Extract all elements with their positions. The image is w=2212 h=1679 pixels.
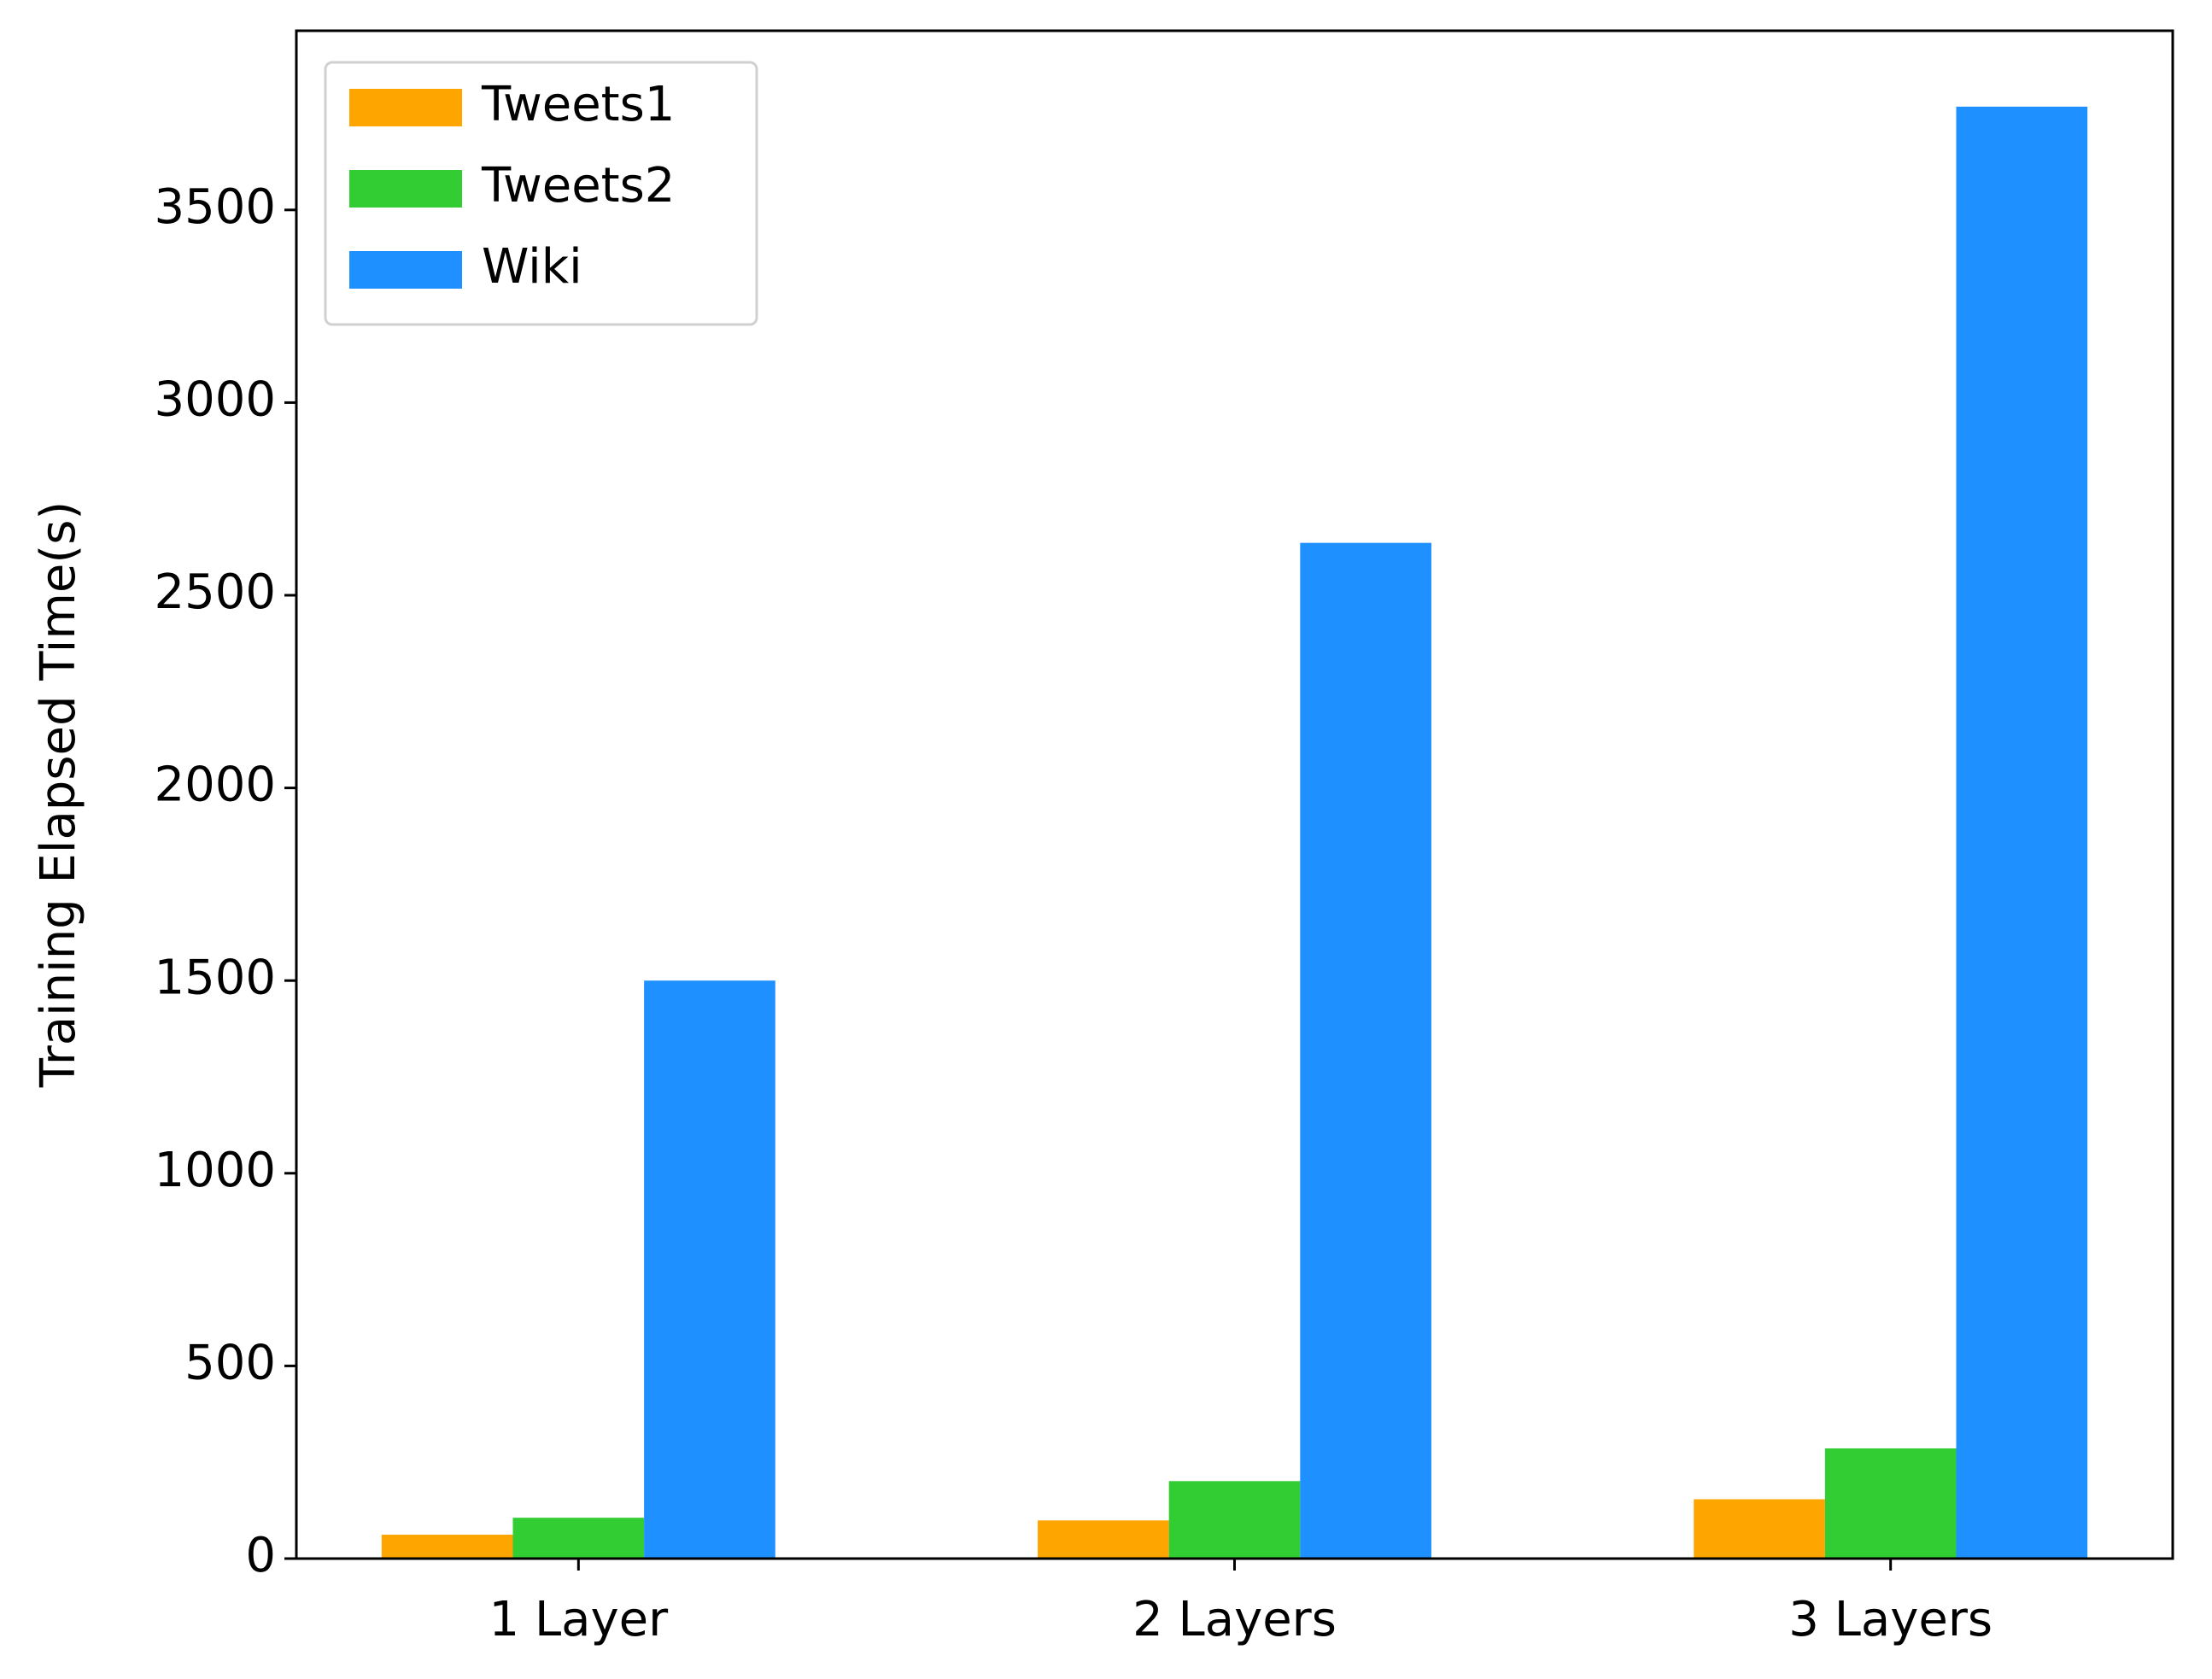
legend-swatch — [349, 170, 462, 208]
legend-label: Tweets1 — [481, 77, 675, 132]
y-tick-label: 0 — [245, 1528, 276, 1583]
bar — [381, 1535, 513, 1559]
legend-swatch — [349, 251, 462, 289]
bar — [1694, 1499, 1825, 1559]
bar — [1300, 542, 1431, 1559]
y-tick-label: 500 — [184, 1336, 276, 1391]
legend-label: Tweets2 — [481, 158, 675, 214]
legend-label: Wiki — [482, 239, 582, 295]
y-tick-label: 1000 — [154, 1143, 276, 1198]
y-tick-label: 2500 — [154, 565, 276, 620]
x-tick-label: 2 Layers — [1132, 1592, 1337, 1647]
bar — [1168, 1481, 1301, 1559]
bar — [1956, 106, 2088, 1559]
legend-swatch — [349, 89, 462, 126]
bar — [512, 1518, 645, 1559]
bar — [1038, 1520, 1169, 1559]
y-tick-label: 3500 — [154, 179, 276, 235]
bar — [644, 980, 775, 1559]
y-tick-label: 1500 — [154, 950, 276, 1005]
axes-frame — [295, 29, 2174, 1560]
y-axis-label: Training Elapsed Time(s) — [31, 501, 86, 1088]
y-tick-label: 3000 — [154, 372, 276, 428]
x-tick-label: 3 Layers — [1788, 1592, 1993, 1647]
bar — [1824, 1448, 1957, 1559]
x-tick-label: 1 Layer — [489, 1592, 670, 1647]
y-tick-label: 2000 — [154, 758, 276, 813]
